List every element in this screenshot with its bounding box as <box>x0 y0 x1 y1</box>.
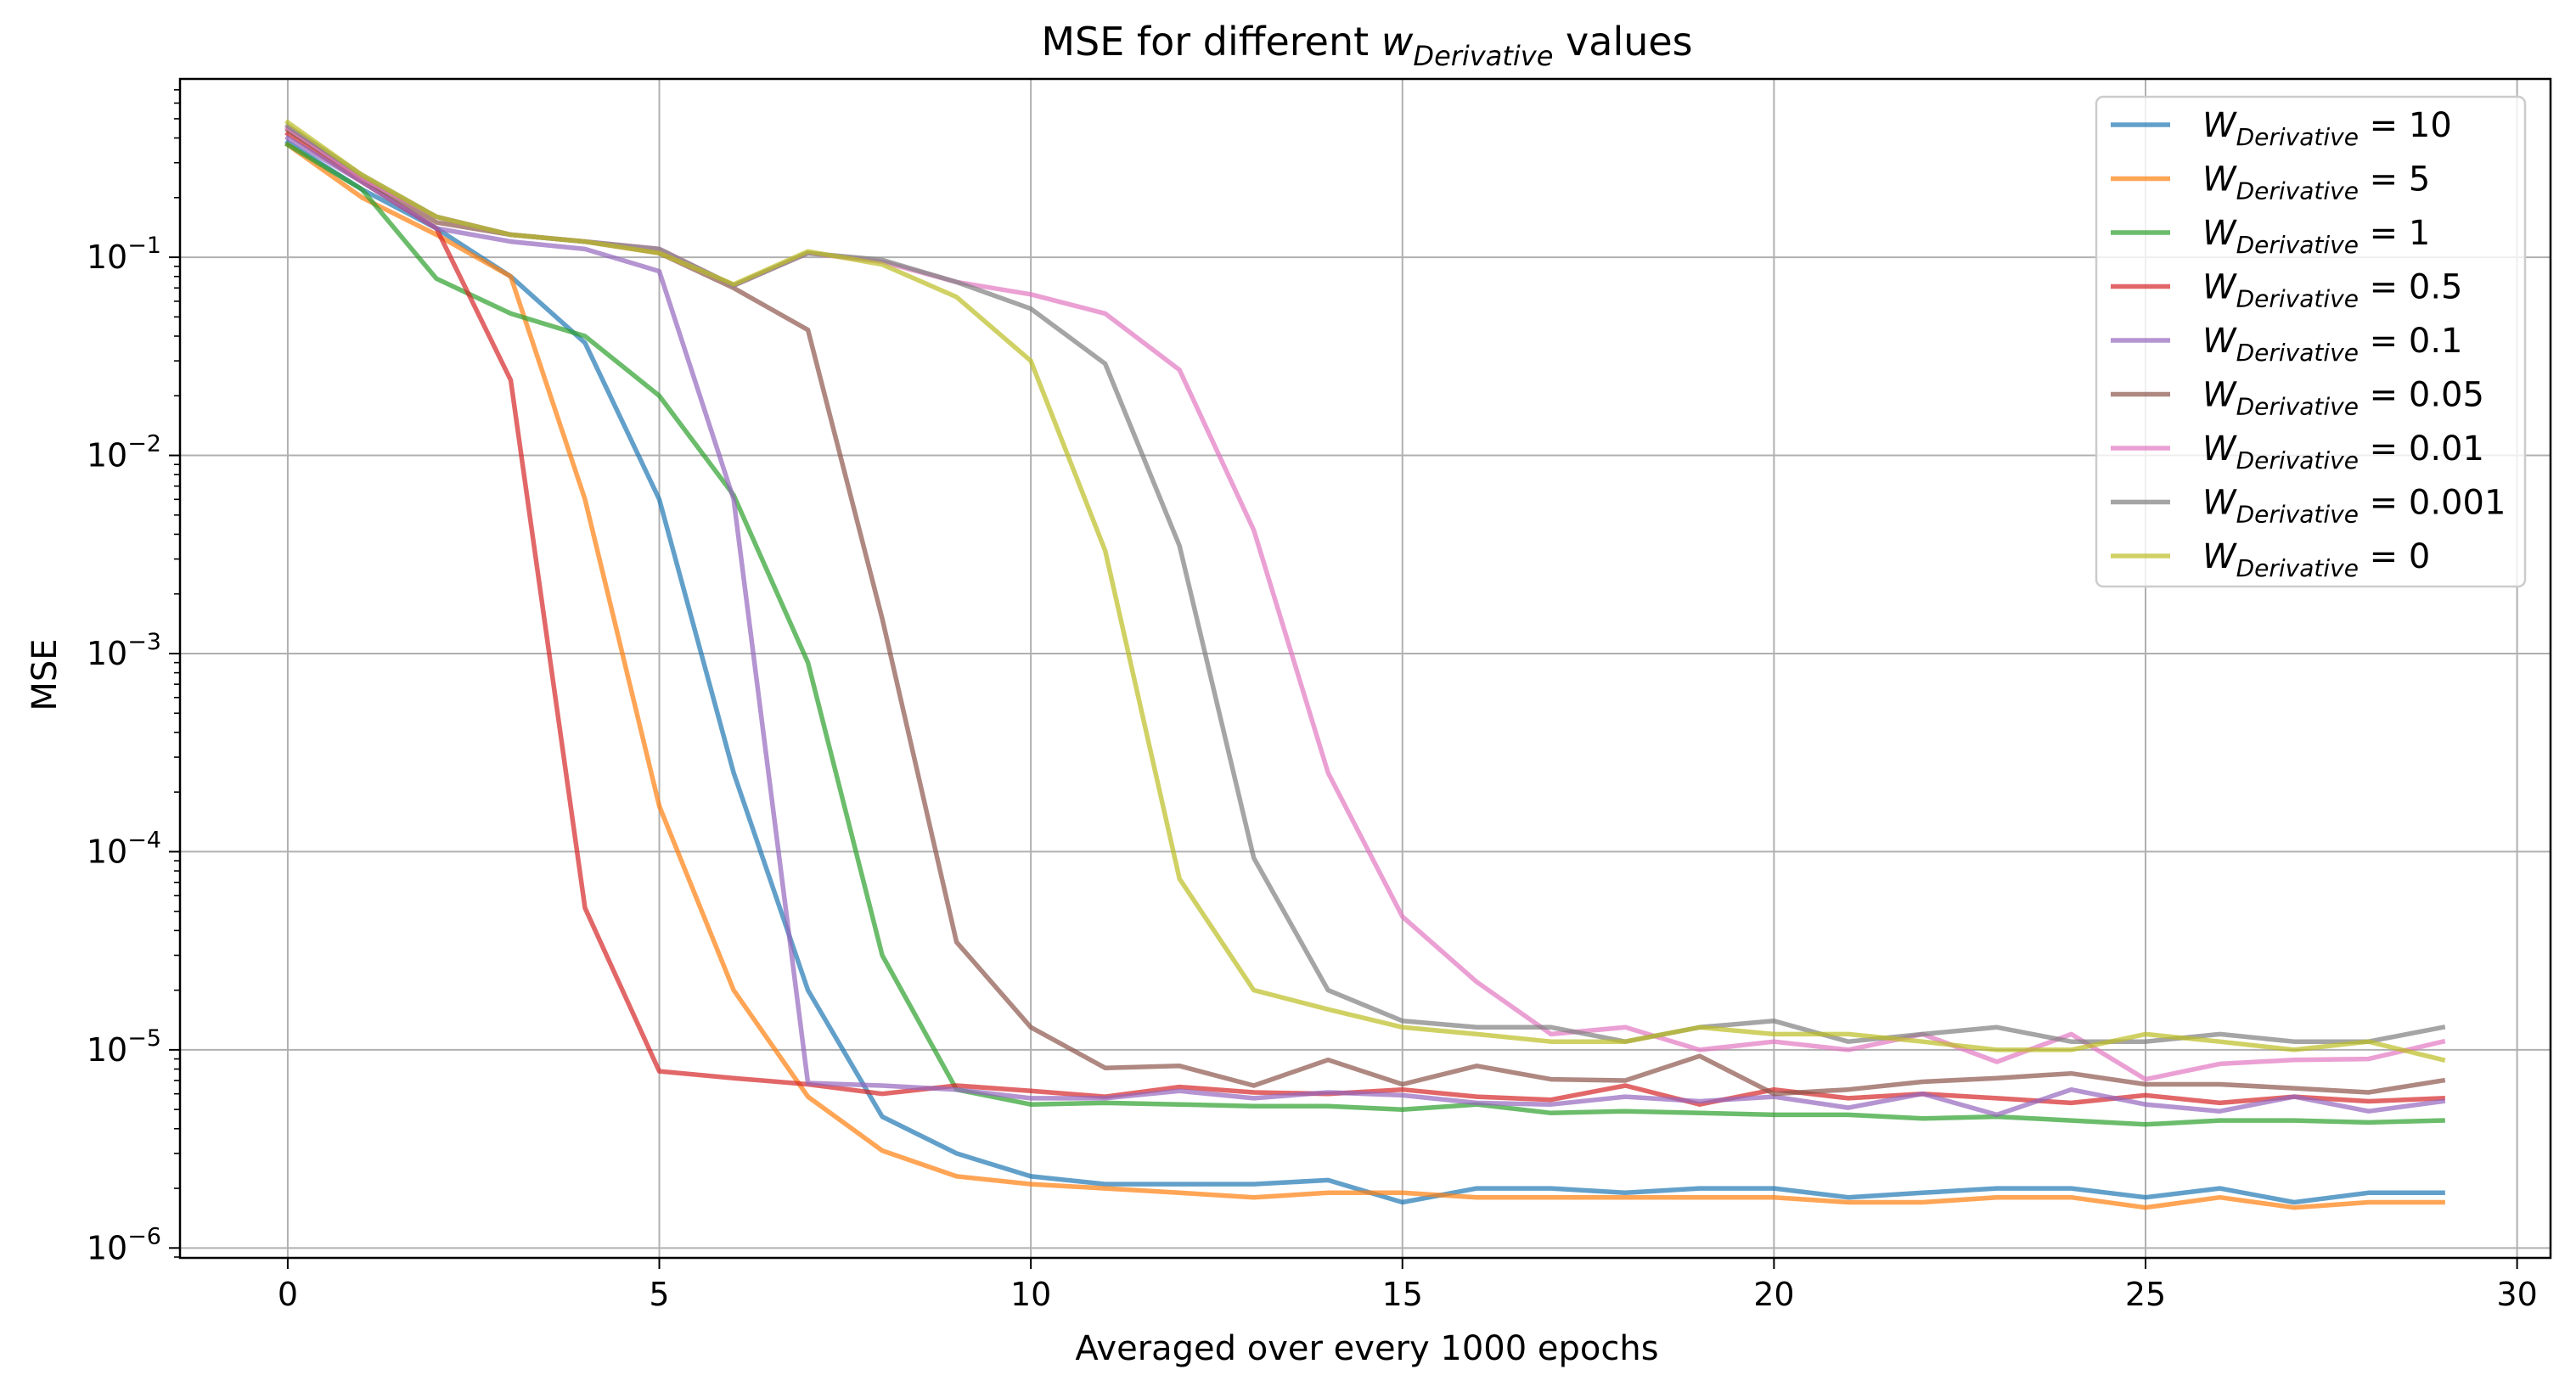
y-tick-label: 10−3 <box>87 629 161 672</box>
y-axis-label: MSE <box>25 638 65 710</box>
legend-label-3: WDerivative = 0.5 <box>2202 268 2463 313</box>
series-lines <box>284 119 2446 1210</box>
axis-ticks: 0 5 10 15 20 25 30 10−6 10−5 10−4 10−3 10−2 10−1 <box>87 89 2538 1313</box>
legend-label-8: WDerivative = 0 <box>2202 537 2430 582</box>
legend-label-1: WDerivative = 5 <box>2202 160 2430 205</box>
y-tick-label: 10−2 <box>87 431 161 474</box>
x-tick-label: 10 <box>1010 1276 1051 1313</box>
x-tick-label: 5 <box>649 1276 669 1313</box>
series-line-2 <box>284 141 2445 1127</box>
series-line-8 <box>284 119 2446 1064</box>
legend-label-6: WDerivative = 0.01 <box>2202 429 2484 474</box>
legend-label-0: WDerivative = 10 <box>2202 106 2452 151</box>
legend-label-5: WDerivative = 0.05 <box>2202 376 2484 421</box>
y-tick-label: 10−1 <box>87 233 161 276</box>
x-tick-label: 20 <box>1753 1276 1794 1313</box>
series-line-1 <box>284 141 2445 1210</box>
x-tick-label: 25 <box>2125 1276 2166 1313</box>
x-tick-label: 30 <box>2496 1276 2537 1313</box>
legend-label-2: WDerivative = 1 <box>2202 214 2430 259</box>
y-tick-label: 10−4 <box>87 827 161 870</box>
y-tick-label: 10−5 <box>87 1025 161 1069</box>
legend-frame <box>2095 95 2527 588</box>
legend-label-4: WDerivative = 0.1 <box>2202 322 2463 367</box>
gridlines <box>180 79 2551 1258</box>
x-tick-label: 0 <box>278 1276 298 1313</box>
x-axis-label: Averaged over every 1000 epochs <box>1075 1329 1658 1368</box>
chart-title: MSE for different wDerivative values <box>1041 19 1692 72</box>
legend-label-7: WDerivative = 0.001 <box>2202 484 2506 529</box>
series-line-7 <box>284 122 2446 1044</box>
y-tick-label: 10−6 <box>87 1223 161 1266</box>
series-line-4 <box>284 134 2446 1118</box>
plot-area-frame <box>178 77 2552 1260</box>
x-tick-label: 15 <box>1382 1276 1423 1313</box>
legend: WDerivative = 10 WDerivative = 5 WDerivati… <box>2095 95 2527 588</box>
